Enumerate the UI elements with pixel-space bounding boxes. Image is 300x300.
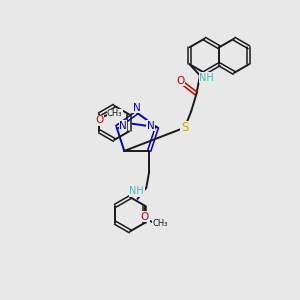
- Text: N: N: [119, 121, 127, 131]
- Text: CH₃: CH₃: [107, 109, 122, 118]
- Text: O: O: [176, 76, 184, 85]
- Text: NH: NH: [199, 73, 214, 83]
- Text: N: N: [133, 103, 141, 112]
- Text: NH: NH: [130, 186, 144, 196]
- Text: S: S: [181, 121, 188, 134]
- Text: O: O: [95, 115, 104, 125]
- Text: O: O: [141, 212, 149, 222]
- Text: N: N: [147, 121, 154, 131]
- Text: CH₃: CH₃: [152, 219, 168, 228]
